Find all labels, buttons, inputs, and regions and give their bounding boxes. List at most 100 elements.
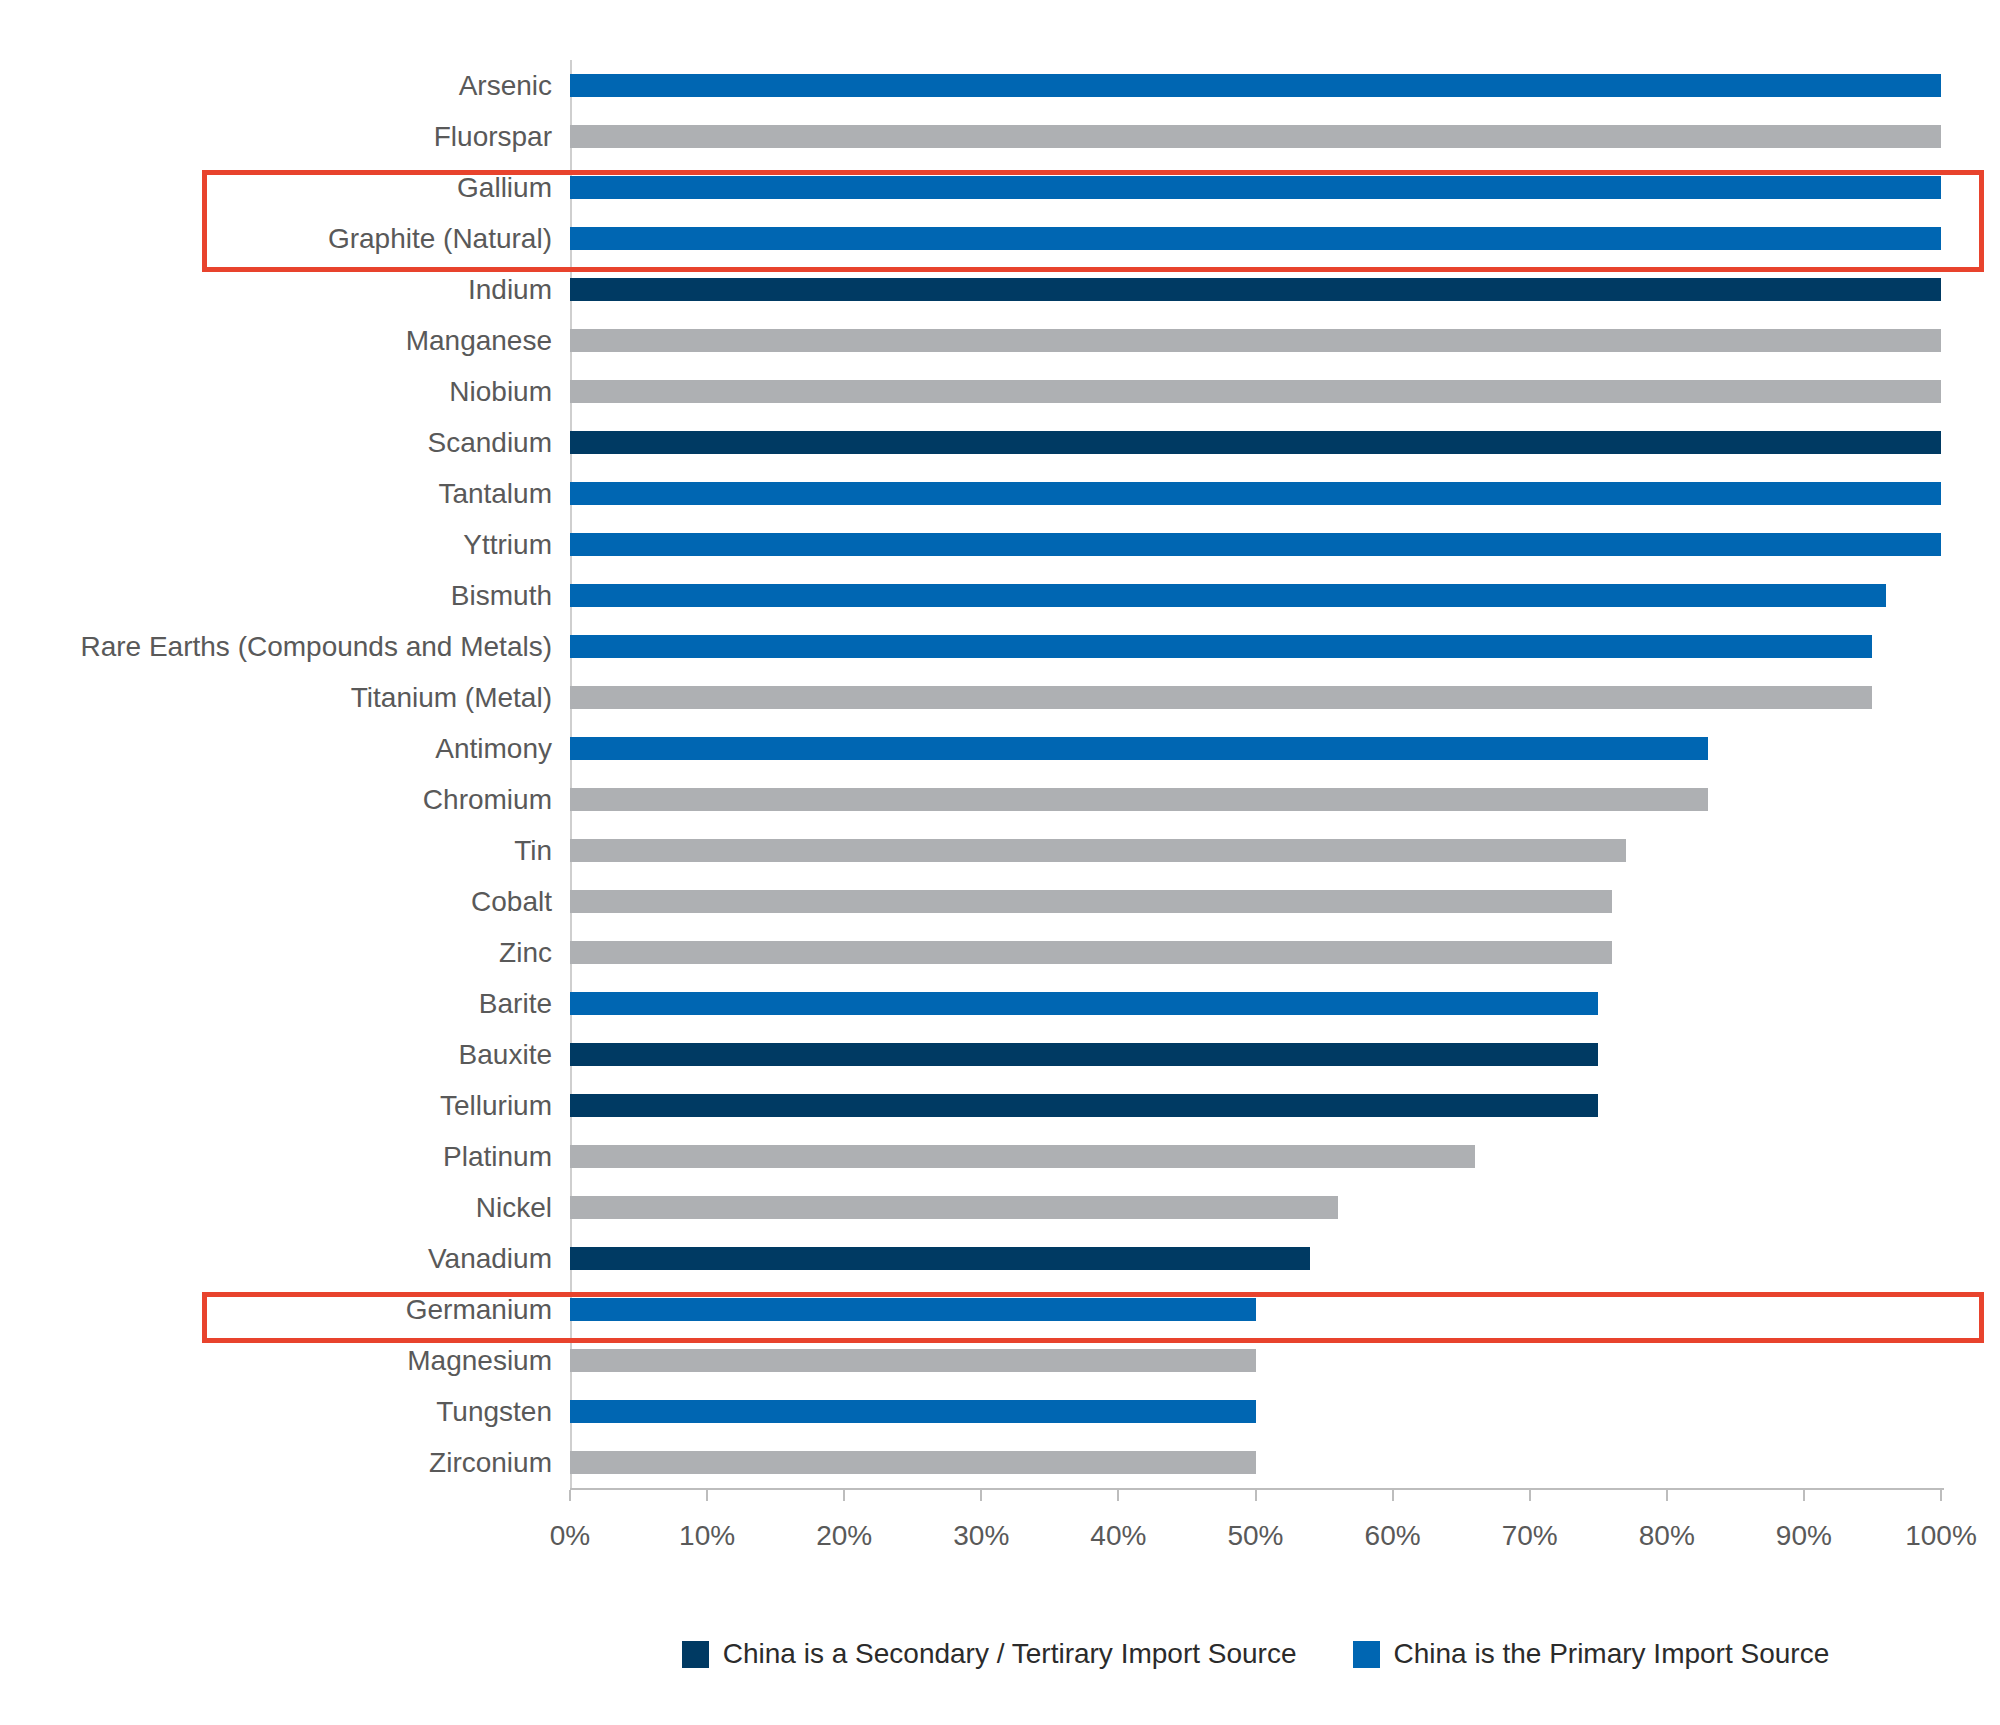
bar-area: [570, 1131, 1941, 1182]
x-tick: [1666, 1490, 1668, 1501]
bar-yttrium: [570, 533, 1941, 556]
bar-arsenic: [570, 74, 1941, 97]
bar-area: [570, 60, 1941, 111]
chart-rows: Arsenic Fluorspar Gallium Graphite (Natu…: [0, 60, 1941, 1488]
bar-zirconium: [570, 1451, 1256, 1474]
chart-row: Tungsten: [0, 1386, 1941, 1437]
bar-manganese: [570, 329, 1941, 352]
bar-area: [570, 162, 1941, 213]
category-label: Graphite (Natural): [0, 213, 570, 264]
category-label: Tungsten: [0, 1386, 570, 1437]
category-label: Gallium: [0, 162, 570, 213]
chart-row: Titanium (Metal): [0, 672, 1941, 723]
legend-swatch-icon: [1353, 1641, 1380, 1668]
bar-area: [570, 417, 1941, 468]
category-label: Arsenic: [0, 60, 570, 111]
category-label: Niobium: [0, 366, 570, 417]
chart-row: Magnesium: [0, 1335, 1941, 1386]
legend-swatch-icon: [682, 1641, 709, 1668]
chart-row: Chromium: [0, 774, 1941, 825]
x-axis-line: [570, 1488, 1944, 1490]
chart-row: Antimony: [0, 723, 1941, 774]
bar-scandium: [570, 431, 1941, 454]
bar-area: [570, 468, 1941, 519]
bar-titanium-metal: [570, 686, 1872, 709]
bar-area: [570, 213, 1941, 264]
category-label: Tellurium: [0, 1080, 570, 1131]
x-tick-label: 40%: [1090, 1520, 1146, 1552]
x-tick: [980, 1490, 982, 1501]
x-tick-label: 30%: [953, 1520, 1009, 1552]
bar-magnesium: [570, 1349, 1256, 1372]
bar-area: [570, 621, 1941, 672]
chart-row: Barite: [0, 978, 1941, 1029]
chart-row: Yttrium: [0, 519, 1941, 570]
category-label: Bauxite: [0, 1029, 570, 1080]
chart-row: Platinum: [0, 1131, 1941, 1182]
legend-item: China is a Secondary / Tertirary Import …: [682, 1638, 1297, 1670]
chart-row: Germanium: [0, 1284, 1941, 1335]
x-tick: [569, 1490, 571, 1501]
bar-area: [570, 876, 1941, 927]
chart-row: Indium: [0, 264, 1941, 315]
bar-area: [570, 264, 1941, 315]
legend-label: China is a Secondary / Tertirary Import …: [723, 1638, 1297, 1670]
category-label: Manganese: [0, 315, 570, 366]
bar-indium: [570, 278, 1941, 301]
category-label: Rare Earths (Compounds and Metals): [0, 621, 570, 672]
bar-area: [570, 519, 1941, 570]
chart-row: Tantalum: [0, 468, 1941, 519]
bar-area: [570, 978, 1941, 1029]
bar-area: [570, 570, 1941, 621]
bar-area: [570, 1080, 1941, 1131]
x-tick-label: 10%: [679, 1520, 735, 1552]
chart-row: Bismuth: [0, 570, 1941, 621]
bar-area: [570, 366, 1941, 417]
bar-area: [570, 1182, 1941, 1233]
category-label: Yttrium: [0, 519, 570, 570]
bar-area: [570, 1233, 1941, 1284]
x-tick: [843, 1490, 845, 1501]
chart-row: Bauxite: [0, 1029, 1941, 1080]
bar-area: [570, 111, 1941, 162]
x-tick-label: 0%: [550, 1520, 590, 1552]
chart-row: Vanadium: [0, 1233, 1941, 1284]
category-label: Cobalt: [0, 876, 570, 927]
category-label: Vanadium: [0, 1233, 570, 1284]
category-label: Zirconium: [0, 1437, 570, 1488]
category-label: Antimony: [0, 723, 570, 774]
bar-area: [570, 315, 1941, 366]
x-tick-label: 100%: [1905, 1520, 1977, 1552]
x-tick-label: 50%: [1227, 1520, 1283, 1552]
chart-row: Zinc: [0, 927, 1941, 978]
bar-area: [570, 672, 1941, 723]
chart-row: Niobium: [0, 366, 1941, 417]
chart-row: Zirconium: [0, 1437, 1941, 1488]
chart-row: Tin: [0, 825, 1941, 876]
category-label: Indium: [0, 264, 570, 315]
bar-tantalum: [570, 482, 1941, 505]
x-tick: [706, 1490, 708, 1501]
category-label: Tantalum: [0, 468, 570, 519]
x-tick-label: 20%: [816, 1520, 872, 1552]
legend-label: China is the Primary Import Source: [1394, 1638, 1830, 1670]
bar-platinum: [570, 1145, 1475, 1168]
chart-legend: China is a Secondary / Tertirary Import …: [570, 1638, 1941, 1670]
category-label: Scandium: [0, 417, 570, 468]
bar-area: [570, 825, 1941, 876]
bar-barite: [570, 992, 1598, 1015]
category-label: Barite: [0, 978, 570, 1029]
x-tick: [1529, 1490, 1531, 1501]
chart-row: Scandium: [0, 417, 1941, 468]
category-label: Bismuth: [0, 570, 570, 621]
category-label: Nickel: [0, 1182, 570, 1233]
category-label: Platinum: [0, 1131, 570, 1182]
chart-row: Fluorspar: [0, 111, 1941, 162]
x-tick-label: 90%: [1776, 1520, 1832, 1552]
x-tick-label: 60%: [1365, 1520, 1421, 1552]
category-label: Fluorspar: [0, 111, 570, 162]
bar-graphite-natural: [570, 227, 1941, 250]
x-tick-label: 80%: [1639, 1520, 1695, 1552]
bar-fluorspar: [570, 125, 1941, 148]
x-tick-label: 70%: [1502, 1520, 1558, 1552]
